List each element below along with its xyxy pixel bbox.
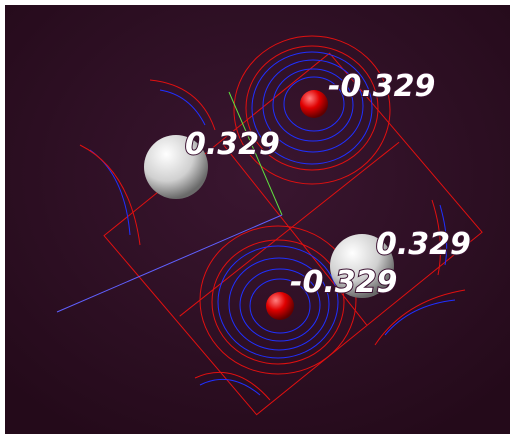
charge-label: -0.329 bbox=[290, 265, 397, 300]
charge-label: 0.329 bbox=[185, 127, 280, 162]
charge-label: 0.329 bbox=[376, 227, 471, 262]
viewer: -0.329 0.329 0.329 -0.329 bbox=[0, 0, 515, 439]
charge-label: -0.329 bbox=[328, 69, 435, 104]
page: {"labels": ["-0.329", "0.329", "0.329", … bbox=[0, 0, 515, 439]
atom-red bbox=[300, 90, 328, 118]
